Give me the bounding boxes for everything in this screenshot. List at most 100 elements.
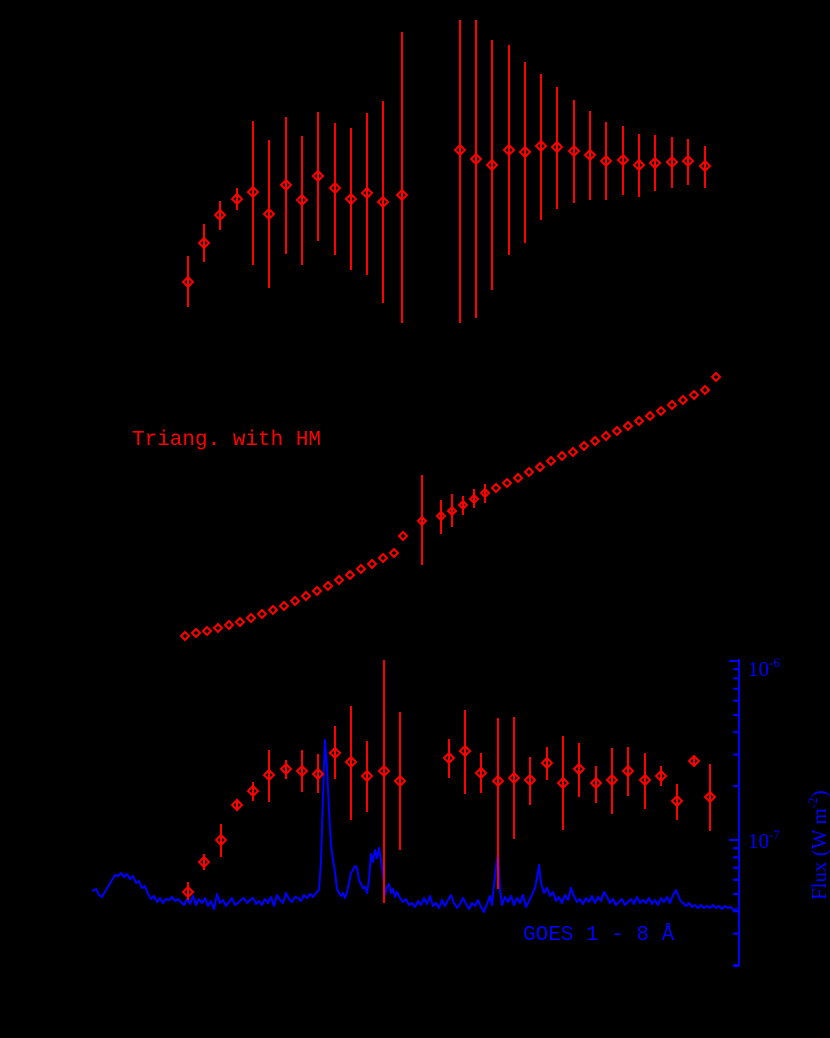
data-point xyxy=(540,747,554,780)
data-point xyxy=(190,627,202,639)
data-point xyxy=(377,660,391,903)
goes-flux-curve xyxy=(91,739,738,913)
data-point xyxy=(230,188,244,210)
data-point xyxy=(633,415,645,427)
data-point xyxy=(333,574,345,586)
data-point xyxy=(665,137,679,188)
data-point xyxy=(295,136,309,265)
data-point xyxy=(485,40,499,290)
right-flux-axis: 10-6 10-7 Flux (W m-2) xyxy=(729,655,830,967)
data-point xyxy=(181,882,195,900)
data-point xyxy=(376,101,390,303)
data-point xyxy=(490,482,502,494)
data-point xyxy=(644,410,656,422)
data-point xyxy=(355,563,367,575)
data-point xyxy=(179,630,191,642)
data-point xyxy=(197,854,211,870)
data-point xyxy=(344,128,358,270)
data-point xyxy=(518,62,532,243)
data-point xyxy=(295,750,309,792)
data-point xyxy=(632,134,646,197)
data-point xyxy=(512,472,524,484)
data-point xyxy=(197,224,211,262)
data-point xyxy=(435,500,447,534)
data-point xyxy=(279,760,293,779)
data-point xyxy=(256,608,268,620)
data-point xyxy=(534,74,548,220)
data-point xyxy=(491,718,505,889)
data-point xyxy=(502,45,516,255)
data-point xyxy=(687,754,701,768)
data-point xyxy=(311,585,323,597)
data-point xyxy=(213,201,227,230)
data-point xyxy=(322,580,334,592)
data-point xyxy=(567,100,581,203)
data-point xyxy=(262,140,276,288)
data-point xyxy=(654,766,668,786)
data-point xyxy=(550,87,564,209)
data-point xyxy=(666,399,678,411)
data-point xyxy=(311,754,325,793)
data-point xyxy=(234,616,246,628)
data-point xyxy=(681,139,695,185)
data-point xyxy=(469,20,483,318)
data-point xyxy=(457,496,469,515)
data-point xyxy=(416,475,428,565)
right-axis-ticks xyxy=(729,660,739,967)
data-point xyxy=(388,547,400,559)
data-point xyxy=(677,394,689,406)
data-point xyxy=(523,757,537,805)
data-point xyxy=(212,622,224,634)
data-point xyxy=(474,753,488,793)
panel-top-scatter xyxy=(181,20,712,323)
data-point xyxy=(479,484,491,503)
data-point xyxy=(670,784,684,820)
tick-label-1e-6: 10-6 xyxy=(748,655,780,681)
data-point xyxy=(245,612,257,624)
panel-middle-scatter xyxy=(179,371,722,642)
data-point xyxy=(289,595,301,607)
data-point xyxy=(230,798,244,812)
right-axis-title: Flux (W m-2) xyxy=(805,790,830,900)
data-point xyxy=(507,717,521,839)
data-point xyxy=(360,741,374,812)
data-point xyxy=(300,590,312,602)
data-point xyxy=(468,489,480,508)
data-point xyxy=(567,446,579,458)
data-point xyxy=(616,126,630,195)
data-point xyxy=(377,552,389,564)
data-point xyxy=(622,420,634,432)
data-point xyxy=(611,425,623,437)
data-point xyxy=(699,384,711,396)
data-point xyxy=(246,782,260,801)
data-point xyxy=(621,747,635,796)
data-point xyxy=(246,121,260,265)
data-point xyxy=(589,766,603,803)
data-point xyxy=(442,739,456,778)
data-point xyxy=(278,600,290,612)
data-point xyxy=(395,32,409,323)
data-point xyxy=(698,146,712,188)
data-point xyxy=(638,753,652,809)
data-point xyxy=(605,748,619,814)
data-point xyxy=(600,430,612,442)
data-point xyxy=(599,122,613,200)
data-point xyxy=(360,113,374,275)
data-point xyxy=(458,710,472,794)
data-point xyxy=(688,389,700,401)
data-point xyxy=(583,111,597,200)
data-point xyxy=(589,435,601,447)
middle-panel-annotation: Triang. with HM xyxy=(132,429,321,452)
data-point xyxy=(710,371,722,383)
data-point xyxy=(223,619,235,631)
data-point xyxy=(344,569,356,581)
goes-series-label: GOES 1 - 8 Å xyxy=(523,924,675,947)
data-point xyxy=(201,625,213,637)
data-point xyxy=(344,706,358,820)
data-point xyxy=(262,750,276,802)
data-point xyxy=(446,494,458,527)
data-point xyxy=(655,405,667,417)
data-point xyxy=(214,824,228,857)
